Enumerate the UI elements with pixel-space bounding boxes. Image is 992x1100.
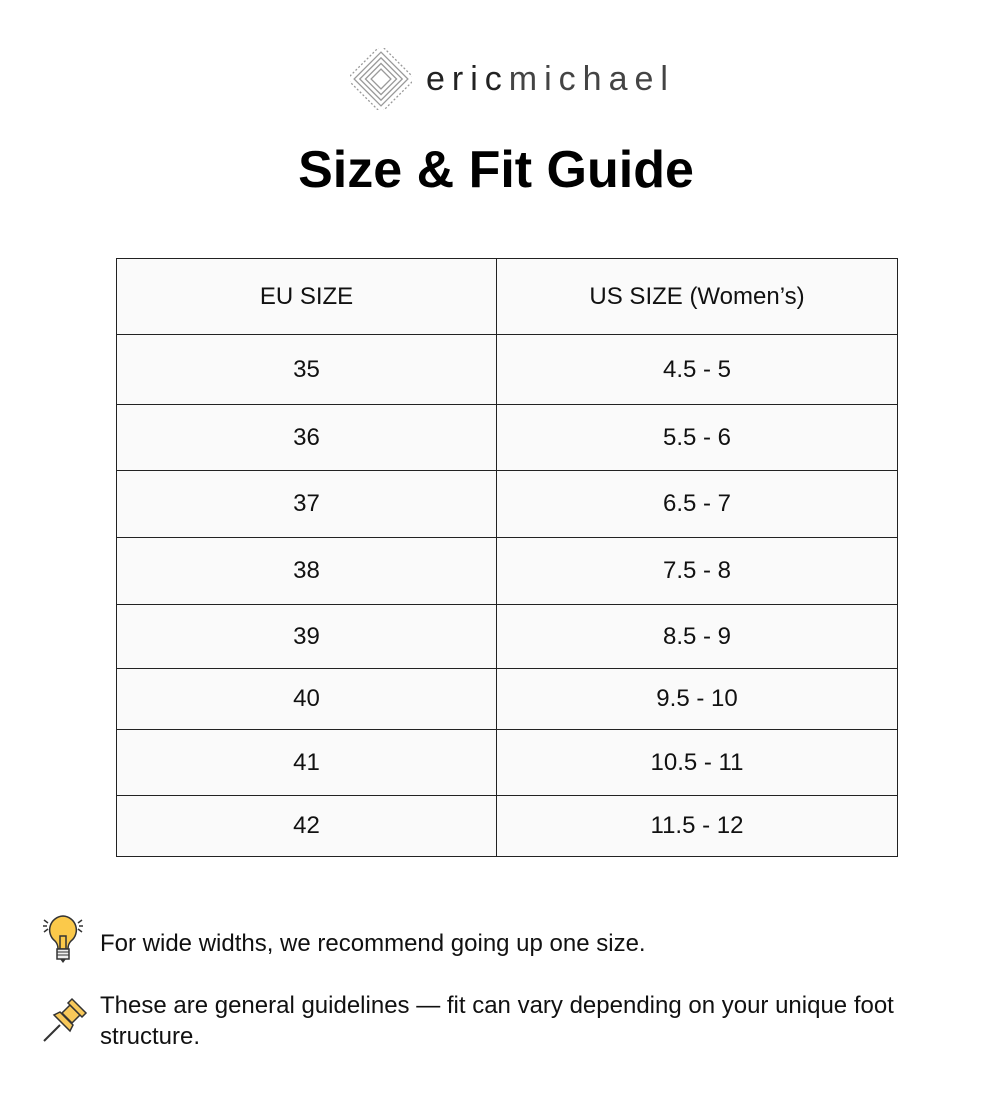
eu-size-cell: 36 [116, 404, 497, 471]
table-row: 42 11.5 - 12 [116, 795, 898, 857]
us-size-cell: 4.5 - 5 [496, 334, 898, 405]
eu-size-cell: 37 [116, 470, 497, 538]
header-eu-size: EU SIZE [116, 258, 497, 335]
eu-size-cell: 42 [116, 795, 497, 857]
page-title: Size & Fit Guide [298, 141, 694, 199]
table-row: 40 9.5 - 10 [116, 668, 898, 730]
pushpin-icon [43, 997, 88, 1042]
table-row: 36 5.5 - 6 [116, 404, 898, 471]
us-size-cell: 10.5 - 11 [496, 729, 898, 796]
size-table: EU SIZE US SIZE (Women’s) 35 4.5 - 5 36 5.5… [116, 258, 898, 857]
table-row: 37 6.5 - 7 [116, 470, 898, 538]
us-size-cell: 5.5 - 6 [496, 404, 898, 471]
note-wide-widths: For wide widths, we recommend going up o… [100, 930, 646, 957]
table-row: 39 8.5 - 9 [116, 604, 898, 669]
brand-name: ericmichael [426, 59, 675, 98]
lightbulb-icon [43, 915, 83, 963]
table-row: 41 10.5 - 11 [116, 729, 898, 796]
diamond-logo-icon [350, 48, 412, 110]
eu-size-cell: 35 [116, 334, 497, 405]
us-size-cell: 7.5 - 8 [496, 537, 898, 605]
us-size-cell: 11.5 - 12 [496, 795, 898, 857]
eu-size-cell: 38 [116, 537, 497, 605]
us-size-cell: 6.5 - 7 [496, 470, 898, 538]
header-us-size: US SIZE (Women’s) [496, 258, 898, 335]
eu-size-cell: 40 [116, 668, 497, 730]
note-general-guidelines: These are general guidelines — fit can v… [100, 992, 894, 1050]
us-size-cell: 9.5 - 10 [496, 668, 898, 730]
eu-size-cell: 39 [116, 604, 497, 669]
us-size-cell: 8.5 - 9 [496, 604, 898, 669]
table-row: 35 4.5 - 5 [116, 334, 898, 405]
brand-logo: ericmichael [350, 48, 675, 110]
table-row: 38 7.5 - 8 [116, 537, 898, 605]
eu-size-cell: 41 [116, 729, 497, 796]
